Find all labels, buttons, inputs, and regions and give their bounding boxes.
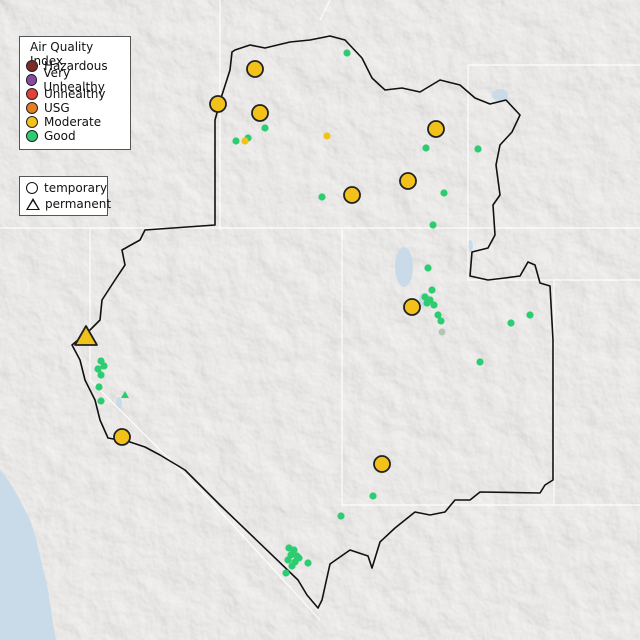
monitor-point[interactable]: [526, 311, 534, 319]
legend-title: Air Quality Index: [30, 40, 94, 68]
great-salt-lake: [395, 247, 413, 287]
aqi-legend: Air Quality Index Hazardous Very Unhealt…: [19, 36, 131, 150]
monitor-point[interactable]: [474, 145, 482, 153]
legend-label: Good: [44, 129, 76, 143]
moderate-swatch: [26, 116, 38, 128]
circle-icon: [26, 182, 38, 194]
legend-label: Very Unhealthy: [43, 66, 105, 94]
monitor-point[interactable]: [507, 319, 515, 327]
monitor-point[interactable]: [429, 221, 437, 229]
usg-swatch: [26, 102, 38, 114]
state-lines: [0, 0, 640, 621]
monitor-point[interactable]: [428, 286, 436, 294]
legend-item-good: Good: [26, 129, 76, 143]
monitor-point[interactable]: [323, 132, 331, 140]
hazardous-swatch: [26, 60, 38, 72]
monitor-point[interactable]: [295, 554, 303, 562]
permanent-monitor-moderate[interactable]: [74, 325, 98, 346]
monitor-point[interactable]: [422, 144, 430, 152]
legend-item-usg: USG: [26, 101, 70, 115]
very-unhealthy-swatch: [26, 74, 38, 86]
legend-label: permanent: [45, 197, 112, 211]
legend-item-unhealthy: Unhealthy: [26, 87, 105, 101]
monitor-point[interactable]: [95, 383, 103, 391]
monitor-markers: [74, 49, 534, 577]
temporary-monitor-moderate[interactable]: [246, 60, 264, 78]
permanent-monitor-good[interactable]: [121, 391, 129, 398]
monitor-point[interactable]: [97, 397, 105, 405]
legend-item-temporary: temporary: [26, 181, 107, 195]
temporary-monitor-moderate[interactable]: [399, 172, 417, 190]
temporary-monitor-moderate[interactable]: [209, 95, 227, 113]
monitor-point[interactable]: [476, 358, 484, 366]
monitor-point[interactable]: [337, 512, 345, 520]
bay-water: [0, 505, 12, 548]
temporary-monitor-moderate[interactable]: [113, 428, 131, 446]
monitor-type-legend: temporary permanent: [19, 176, 111, 216]
monitor-point[interactable]: [369, 492, 377, 500]
monitor-point[interactable]: [100, 362, 108, 370]
monitor-point[interactable]: [304, 559, 312, 567]
monitor-point[interactable]: [423, 299, 431, 307]
legend-label: Moderate: [44, 115, 102, 129]
temporary-monitor-moderate[interactable]: [343, 186, 361, 204]
temporary-monitor-moderate[interactable]: [373, 455, 391, 473]
monitor-point[interactable]: [343, 49, 351, 57]
monitor-point[interactable]: [437, 317, 445, 325]
monitor-point[interactable]: [284, 556, 292, 564]
temporary-monitor-moderate[interactable]: [403, 298, 421, 316]
good-swatch: [26, 130, 38, 142]
triangle-icon: [26, 198, 40, 210]
temporary-monitor-moderate[interactable]: [251, 104, 269, 122]
legend-item-permanent: permanent: [26, 197, 111, 211]
monitor-point[interactable]: [288, 562, 296, 570]
monitor-point[interactable]: [94, 365, 102, 373]
monitor-point[interactable]: [282, 569, 290, 577]
monitor-point[interactable]: [241, 137, 249, 145]
monitor-point[interactable]: [438, 328, 446, 336]
legend-label: Unhealthy: [44, 87, 106, 101]
unhealthy-swatch: [26, 88, 38, 100]
monitor-point[interactable]: [232, 137, 240, 145]
monitor-point[interactable]: [440, 189, 448, 197]
legend-item-hazardous: Hazardous: [26, 59, 108, 73]
monitor-point[interactable]: [424, 264, 432, 272]
monitor-point[interactable]: [261, 124, 269, 132]
legend-item-very-unhealthy: Very Unhealthy: [26, 66, 130, 94]
legend-item-moderate: Moderate: [26, 115, 101, 129]
monitor-point[interactable]: [318, 193, 326, 201]
pacific-ocean: [0, 470, 56, 640]
lake-tahoe: [116, 397, 122, 409]
monitor-point[interactable]: [430, 301, 438, 309]
monitor-point[interactable]: [434, 311, 442, 319]
legend-label: USG: [44, 101, 70, 115]
region-boundary: [71, 35, 554, 609]
legend-label: temporary: [44, 181, 108, 195]
temporary-monitor-moderate[interactable]: [427, 120, 445, 138]
yellowstone-lake: [492, 89, 508, 101]
legend-label: Hazardous: [44, 59, 108, 73]
monitor-point[interactable]: [97, 371, 105, 379]
